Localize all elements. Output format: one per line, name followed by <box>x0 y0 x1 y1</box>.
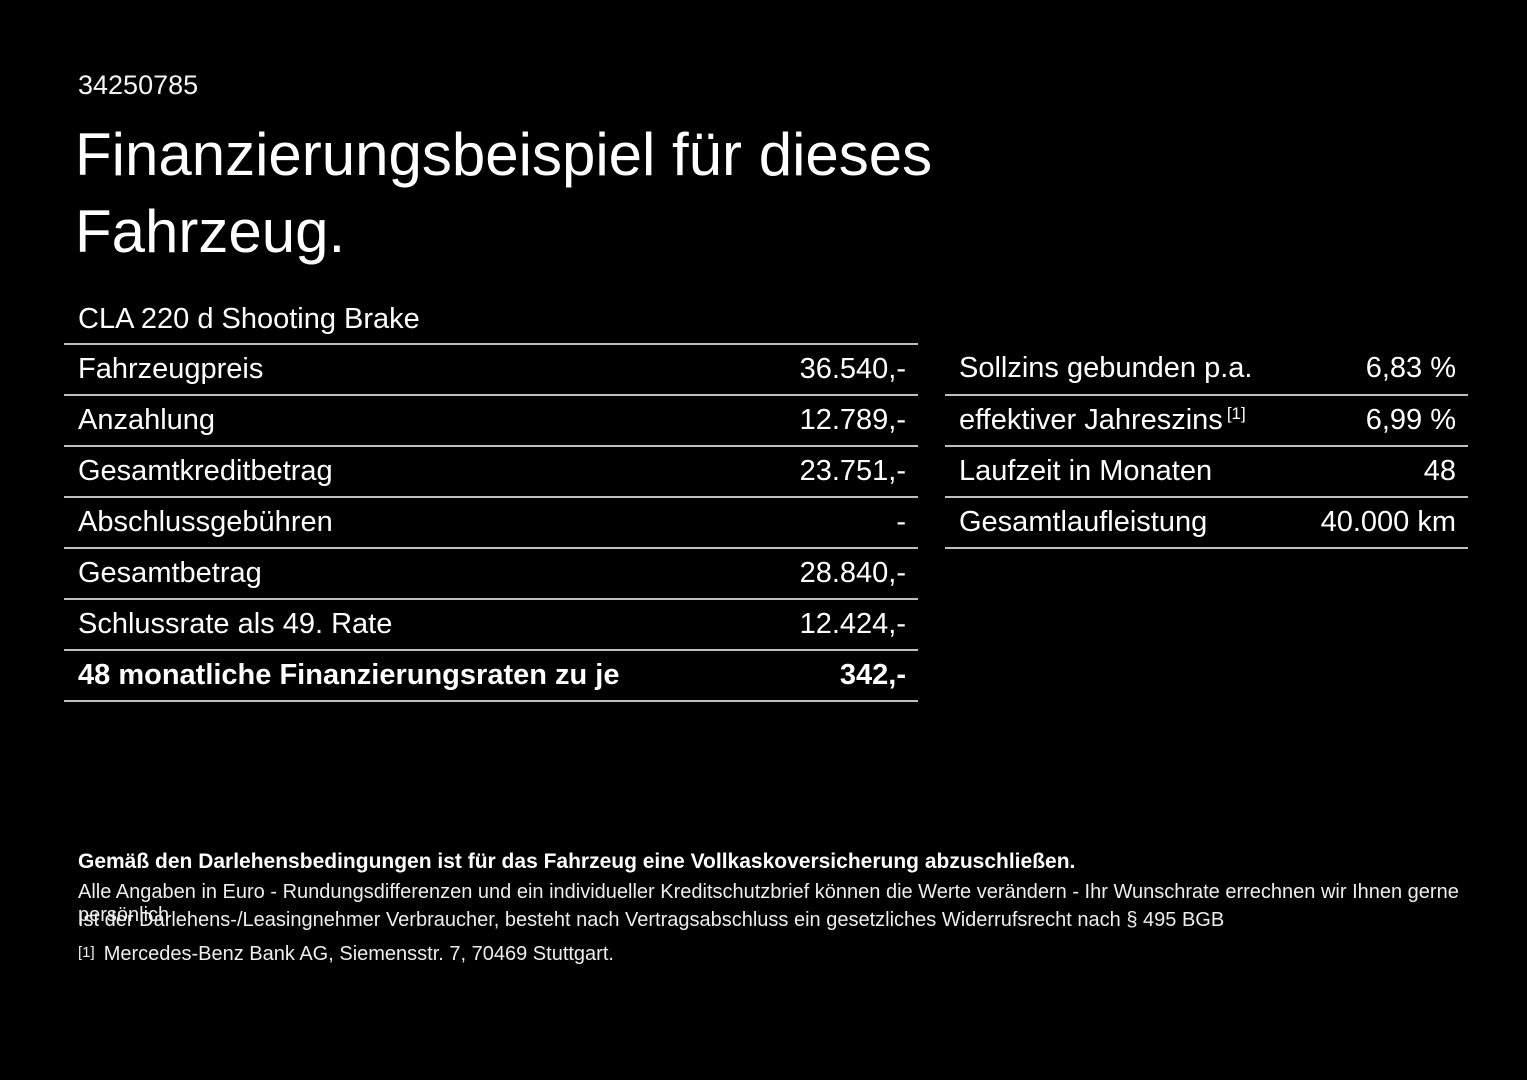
vehicle-name-label: CLA 220 d Shooting Brake <box>78 302 420 335</box>
row-value: 6,99 % <box>1365 404 1456 436</box>
row-value: 12.424,- <box>799 608 906 640</box>
row-value: 6,83 % <box>1365 352 1456 384</box>
table-row-down-payment: Anzahlung 12.789,- <box>64 394 918 445</box>
row-value: 28.840,- <box>799 557 906 589</box>
table-row-term-months: Laufzeit in Monaten 48 <box>945 445 1468 496</box>
table-row-total-mileage: Gesamtlaufleistung 40.000 km <box>945 496 1468 547</box>
row-value: 342,- <box>839 659 906 691</box>
row-value: 40.000 km <box>1320 506 1456 538</box>
table-row-total-credit: Gesamtkreditbetrag 23.751,- <box>64 445 918 496</box>
table-row-vehicle-price: Fahrzeugpreis 36.540,- <box>64 343 918 394</box>
row-label: Anzahlung <box>78 404 216 436</box>
footnote-insurance: Gemäß den Darlehensbedingungen ist für d… <box>78 850 1076 873</box>
conditions-table: Sollzins gebunden p.a. 6,83 % effektiver… <box>945 343 1468 549</box>
table-row-final-installment: Schlussrate als 49. Rate 12.424,- <box>64 598 918 649</box>
footnote-reference-marker: [1] <box>1226 404 1246 423</box>
footnote-withdrawal-right: Ist der Darlehens-/Leasingnehmer Verbrau… <box>78 909 1225 931</box>
row-value: - <box>896 506 906 538</box>
row-label: Laufzeit in Monaten <box>959 455 1213 487</box>
finance-table: Fahrzeugpreis 36.540,- Anzahlung 12.789,… <box>64 343 918 702</box>
row-label: Gesamtkreditbetrag <box>78 455 333 487</box>
row-value: 48 <box>1423 455 1456 487</box>
row-label: effektiver Jahreszins [1] <box>959 404 1246 436</box>
table-row-closing-fees: Abschlussgebühren - <box>64 496 918 547</box>
footnote-bank-text: Mercedes-Benz Bank AG, Siemensstr. 7, 70… <box>103 943 614 965</box>
row-value: 23.751,- <box>799 455 906 487</box>
row-label: Gesamtbetrag <box>78 557 262 589</box>
table-row-monthly-rate: 48 monatliche Finanzierungsraten zu je 3… <box>64 649 918 700</box>
footnote-euro-amounts: Alle Angaben in Euro - Rundungsdifferenz… <box>78 881 1459 926</box>
row-label: Schlussrate als 49. Rate <box>78 608 393 640</box>
vehicle-name: CLA 220 d Shooting Brake <box>64 295 918 343</box>
table-row-total-amount: Gesamtbetrag 28.840,- <box>64 547 918 598</box>
row-label: Abschlussgebühren <box>78 506 333 538</box>
row-label: 48 monatliche Finanzierungsraten zu je <box>78 659 620 691</box>
footnote-marker: [1] <box>78 944 95 961</box>
table-row-nominal-interest: Sollzins gebunden p.a. 6,83 % <box>945 343 1468 394</box>
row-label: Gesamtlaufleistung <box>959 506 1208 538</box>
table-row-effective-interest: effektiver Jahreszins [1] 6,99 % <box>945 394 1468 445</box>
page-title: Finanzierungsbeispiel für dieses Fahrzeu… <box>75 121 933 265</box>
row-value: 36.540,- <box>799 353 906 385</box>
row-label: Sollzins gebunden p.a. <box>959 352 1253 384</box>
footnote-bank-reference: [1] Mercedes-Benz Bank AG, Siemensstr. 7,… <box>78 943 614 966</box>
row-label: Fahrzeugpreis <box>78 353 264 385</box>
row-value: 12.789,- <box>799 404 906 436</box>
document-id: 34250785 <box>78 70 199 100</box>
